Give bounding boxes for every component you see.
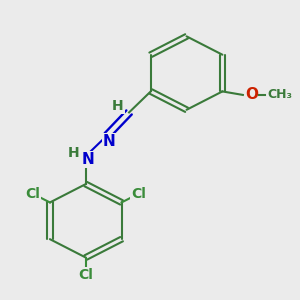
Text: Cl: Cl [26,187,40,201]
Text: N: N [81,152,94,167]
Text: H: H [112,99,124,113]
Text: Cl: Cl [131,187,146,201]
Text: N: N [103,134,116,149]
Text: CH₃: CH₃ [267,88,292,101]
Text: O: O [245,87,258,102]
Text: H: H [68,146,80,160]
Text: Cl: Cl [78,268,93,282]
